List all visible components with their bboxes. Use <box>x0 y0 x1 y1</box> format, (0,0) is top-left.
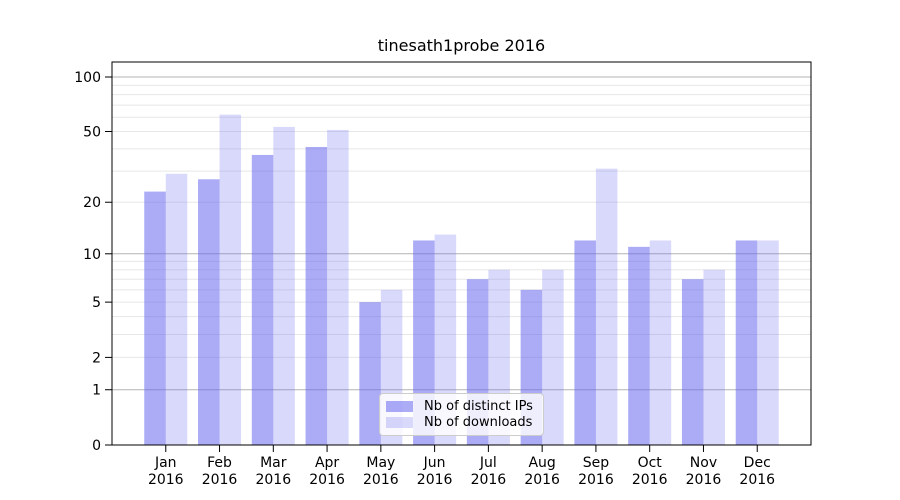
x-tick-label-month: Oct <box>638 455 663 471</box>
bar-downloads <box>434 234 457 445</box>
bar-distinct-ips <box>305 146 328 445</box>
legend-label-distinct-ips: Nb of distinct IPs <box>424 398 533 414</box>
y-tick-label: 5 <box>92 295 101 311</box>
x-tick-label-year: 2016 <box>363 472 399 488</box>
bar-downloads <box>273 126 295 445</box>
x-tick-label-month: Dec <box>744 455 771 471</box>
x-tick-label-year: 2016 <box>578 472 614 488</box>
bar-downloads <box>595 168 618 445</box>
x-tick-label-year: 2016 <box>686 472 722 488</box>
x-tick-label-year: 2016 <box>417 472 453 488</box>
bar-distinct-ips <box>198 179 220 445</box>
legend-swatch-distinct-ips <box>386 400 413 412</box>
bar-downloads <box>165 173 188 446</box>
x-tick-label-year: 2016 <box>524 472 560 488</box>
x-tick-label-month: Aug <box>528 455 555 471</box>
y-tick-label: 0 <box>92 438 101 454</box>
bar-downloads <box>219 114 242 445</box>
y-tick-label: 2 <box>92 350 101 366</box>
bar-downloads <box>649 240 672 445</box>
x-tick-label-month: Feb <box>207 455 232 471</box>
x-tick-label-year: 2016 <box>309 472 345 488</box>
x-tick-label-year: 2016 <box>148 472 184 488</box>
chart-title: tinesath1probe 2016 <box>377 36 546 55</box>
bar-distinct-ips <box>681 279 704 445</box>
bar-distinct-ips <box>735 240 758 445</box>
x-tick-label-month: Jun <box>423 455 446 471</box>
bar-distinct-ips <box>251 154 274 445</box>
bar-distinct-ips <box>628 246 650 445</box>
y-tick-label: 1 <box>92 383 101 399</box>
bar-downloads <box>327 129 349 445</box>
legend: Nb of distinct IPs Nb of downloads <box>379 393 544 436</box>
y-tick-label: 100 <box>74 70 101 86</box>
x-tick-label-month: Nov <box>690 455 717 471</box>
x-tick-label-month: Sep <box>583 455 610 471</box>
x-tick-label-year: 2016 <box>471 472 507 488</box>
legend-entry-distinct-ips: Nb of distinct IPs <box>386 398 535 414</box>
x-tick-label-month: Jul <box>479 455 497 471</box>
bar-downloads <box>703 269 725 445</box>
bar-downloads <box>542 269 564 445</box>
bar-distinct-ips <box>574 240 596 445</box>
legend-entry-downloads: Nb of downloads <box>386 415 535 431</box>
y-tick-label: 10 <box>83 247 101 263</box>
x-tick-label-year: 2016 <box>202 472 238 488</box>
x-tick-label-year: 2016 <box>739 472 775 488</box>
x-tick-label-month: Apr <box>315 455 339 471</box>
x-tick-label-month: Jan <box>154 455 177 471</box>
x-tick-label-year: 2016 <box>632 472 668 488</box>
bar-distinct-ips <box>359 302 381 445</box>
x-tick-label-month: May <box>366 455 395 471</box>
y-tick-label: 20 <box>83 195 101 211</box>
legend-swatch-downloads <box>386 417 413 429</box>
y-tick-label: 50 <box>83 124 101 140</box>
x-tick-label-year: 2016 <box>255 472 291 488</box>
bar-distinct-ips <box>144 191 166 445</box>
bar-downloads <box>757 240 779 445</box>
x-tick-label-month: Mar <box>260 455 287 471</box>
legend-label-downloads: Nb of downloads <box>424 415 533 431</box>
